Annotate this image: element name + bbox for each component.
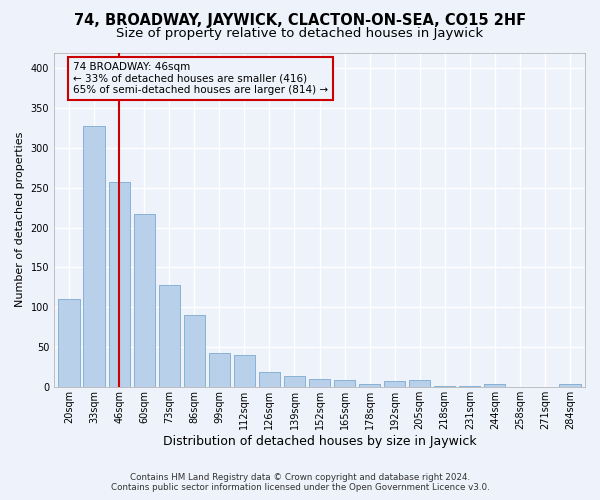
Bar	[484, 384, 505, 387]
Bar	[459, 386, 481, 387]
Text: Contains HM Land Registry data © Crown copyright and database right 2024.
Contai: Contains HM Land Registry data © Crown c…	[110, 473, 490, 492]
Bar	[58, 299, 80, 387]
Bar	[434, 386, 455, 387]
Bar	[83, 126, 105, 387]
Bar	[234, 355, 255, 387]
Bar	[209, 354, 230, 387]
Bar	[359, 384, 380, 387]
Bar	[109, 182, 130, 387]
Bar	[259, 372, 280, 387]
Bar	[284, 376, 305, 387]
Bar	[409, 380, 430, 387]
Bar	[184, 315, 205, 387]
Y-axis label: Number of detached properties: Number of detached properties	[15, 132, 25, 308]
Bar	[158, 285, 180, 387]
X-axis label: Distribution of detached houses by size in Jaywick: Distribution of detached houses by size …	[163, 434, 476, 448]
Text: Size of property relative to detached houses in Jaywick: Size of property relative to detached ho…	[116, 28, 484, 40]
Bar	[384, 381, 406, 387]
Bar	[134, 214, 155, 387]
Bar	[309, 379, 330, 387]
Text: 74, BROADWAY, JAYWICK, CLACTON-ON-SEA, CO15 2HF: 74, BROADWAY, JAYWICK, CLACTON-ON-SEA, C…	[74, 12, 526, 28]
Text: 74 BROADWAY: 46sqm
← 33% of detached houses are smaller (416)
65% of semi-detach: 74 BROADWAY: 46sqm ← 33% of detached hou…	[73, 62, 328, 96]
Bar	[559, 384, 581, 387]
Bar	[334, 380, 355, 387]
